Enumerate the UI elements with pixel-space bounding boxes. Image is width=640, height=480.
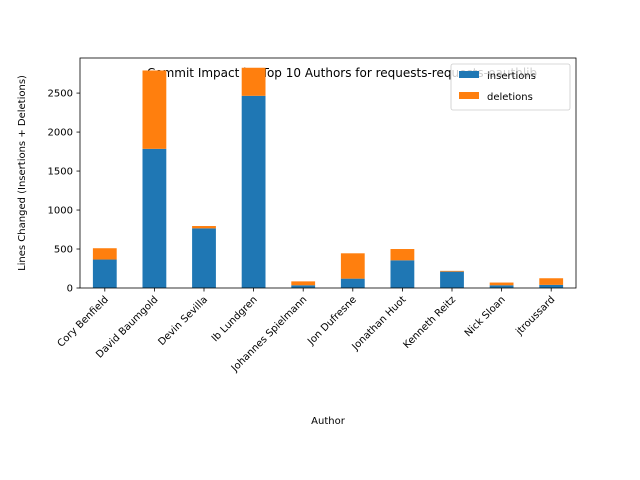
bar-insertions-1 xyxy=(142,148,167,288)
x-tick-label-6: Jonathan Huot xyxy=(350,294,409,353)
x-tick-label-9: jtroussard xyxy=(514,294,558,338)
x-axis-label: Author xyxy=(311,416,346,427)
bar-insertions-6 xyxy=(390,260,415,288)
bar-deletions-9 xyxy=(539,278,564,285)
y-axis-ticks: 0 500 1000 1500 2000 2500 xyxy=(48,89,80,295)
legend: insertions deletions xyxy=(450,63,571,111)
bar-deletions-6 xyxy=(390,249,415,261)
x-tick-label-5: Jon Dufresne xyxy=(305,294,359,348)
y-tick-label-2: 1000 xyxy=(48,206,73,217)
bar-deletions-2 xyxy=(192,226,216,229)
y-axis-label: Lines Changed (Insertions + Deletions) xyxy=(17,75,28,271)
bar-insertions-2 xyxy=(192,228,216,288)
y-tick-label-3: 1500 xyxy=(48,167,73,178)
bar-insertions-8 xyxy=(489,285,514,288)
bar-deletions-4 xyxy=(291,281,316,286)
x-tick-label-0: Cory Benfield xyxy=(56,294,111,349)
bar-insertions-7 xyxy=(440,271,464,288)
bar-insertions-9 xyxy=(539,284,564,288)
legend-box xyxy=(450,63,571,111)
x-tick-label-2: Devin Sevilla xyxy=(156,294,210,348)
bar-deletions-8 xyxy=(489,282,514,286)
x-tick-label-7: Kenneth Reitz xyxy=(401,294,458,351)
legend-swatch-deletions xyxy=(459,92,479,99)
bar-insertions-5 xyxy=(340,278,365,288)
y-tick-label-5: 2500 xyxy=(48,89,73,100)
legend-label-deletions: deletions xyxy=(487,92,533,103)
bar-deletions-7 xyxy=(440,270,464,272)
bar-insertions-3 xyxy=(241,95,266,288)
y-tick-label-4: 2000 xyxy=(48,128,73,139)
plot-frame xyxy=(79,57,577,289)
x-tick-label-3: Ib Lundgren xyxy=(210,294,260,344)
bar-insertions-0 xyxy=(92,259,117,288)
bar-deletions-5 xyxy=(340,253,365,279)
x-tick-label-8: Nick Sloan xyxy=(463,294,508,339)
y-tick-label-0: 0 xyxy=(67,284,73,295)
bar-deletions-0 xyxy=(92,248,117,260)
bars-group xyxy=(92,67,564,288)
legend-swatch-insertions xyxy=(459,71,479,78)
bar-insertions-4 xyxy=(291,285,316,288)
y-tick-label-1: 500 xyxy=(54,245,73,256)
legend-label-insertions: insertions xyxy=(487,71,536,82)
bar-deletions-1 xyxy=(142,70,167,149)
bar-deletions-3 xyxy=(241,67,266,96)
